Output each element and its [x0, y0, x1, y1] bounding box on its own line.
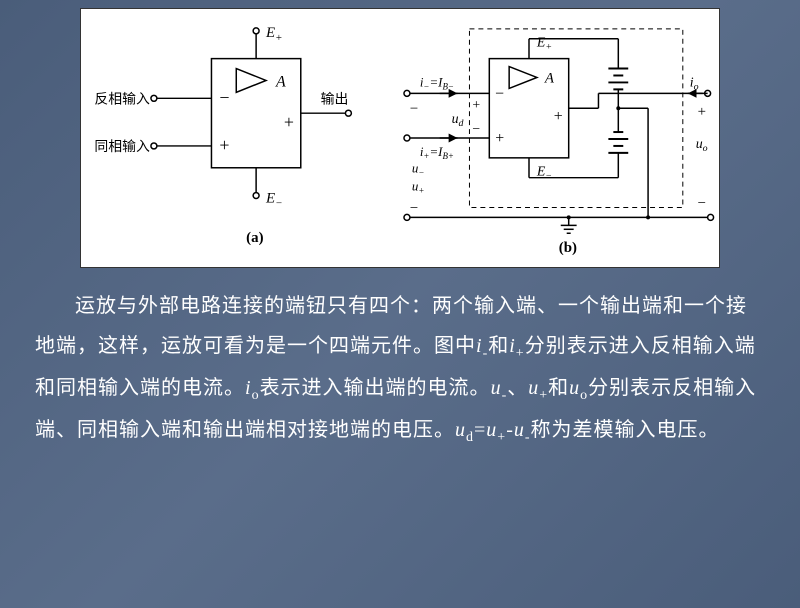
- t5b: =: [474, 419, 486, 441]
- svg-text:E−: E−: [536, 165, 552, 182]
- label-a: (a): [246, 230, 263, 246]
- uo1: u: [569, 377, 580, 399]
- t5c: -: [506, 419, 514, 441]
- plus-b: +: [495, 130, 504, 147]
- iplus-eq-b: =I: [429, 145, 443, 159]
- u3: u: [486, 419, 497, 441]
- u1: u: [491, 377, 502, 399]
- io-sub-b: o: [694, 81, 699, 92]
- uo-b: u: [696, 137, 703, 152]
- t4e: 分别表示反相: [588, 377, 714, 399]
- svg-text:i−=IB−: i−=IB−: [420, 75, 454, 91]
- t4a: 电流。: [182, 377, 245, 399]
- eplus-b: E: [536, 36, 546, 51]
- diagram-b: A − + + E+ E−: [404, 29, 714, 256]
- io1s: o: [252, 388, 260, 403]
- svg-text:u+: u+: [412, 180, 424, 196]
- label-b: (b): [559, 240, 577, 256]
- t6a: 称为差模输入电压。: [531, 419, 720, 441]
- svg-text:uo: uo: [696, 137, 708, 154]
- uo1s: o: [580, 388, 588, 403]
- t1: 运放与外部电路连接的端钮只有四个：两个输入端、: [75, 295, 558, 317]
- svg-text:u−: u−: [412, 162, 424, 178]
- iminus-eqsub-b: B−: [442, 81, 453, 91]
- u2s: +: [539, 388, 548, 403]
- output-label: 输出: [321, 91, 349, 107]
- circuit-diagram: A − + + E+ E− 反相输入 同相输入 输出 (a) A: [81, 9, 719, 267]
- svg-text:E+: E+: [265, 25, 282, 44]
- uminus-sub-b: −: [418, 168, 424, 178]
- plus-ud: +: [472, 98, 480, 113]
- eminus-sub-b: −: [545, 171, 552, 182]
- ud1s: d: [466, 430, 474, 445]
- iminus-eq-b: =I: [429, 75, 443, 89]
- ud1: u: [455, 419, 466, 441]
- plus-out-a: +: [284, 112, 294, 132]
- amp-label-b: A: [544, 70, 555, 86]
- minus-a: −: [219, 87, 229, 107]
- t3a: 元件。图中: [371, 335, 476, 357]
- eminus-a: E: [265, 191, 275, 207]
- ud-sub-b: d: [459, 118, 464, 129]
- minus-u1: −: [410, 101, 418, 117]
- eplus-a: E: [265, 25, 275, 41]
- t4d: 和: [548, 377, 569, 399]
- body-text: 运放与外部电路连接的端钮只有四个：两个输入端、一个输出端和一个接地端，这样，运放…: [0, 268, 800, 452]
- minus-b: −: [495, 85, 504, 102]
- uo-sub-b: o: [703, 143, 708, 154]
- diagram-a: A − + + E+ E− 反相输入 同相输入 输出 (a): [94, 25, 351, 246]
- svg-text:ud: ud: [452, 112, 464, 129]
- u4: u: [514, 419, 525, 441]
- eplus-sub-a: +: [275, 32, 282, 44]
- amp-label-a: A: [275, 73, 286, 90]
- noninv-label: 同相输入: [94, 139, 150, 155]
- u3s: +: [497, 430, 506, 445]
- svg-text:i+=IB+: i+=IB+: [420, 145, 454, 161]
- uplus-sub-b: +: [418, 186, 424, 196]
- t4c: 、: [507, 377, 528, 399]
- iplus-eqsub-b: B+: [442, 151, 453, 161]
- plus-out-b: +: [554, 108, 563, 125]
- eplus-sub-b: +: [545, 42, 552, 53]
- u2: u: [528, 377, 539, 399]
- diagram-container: A − + + E+ E− 反相输入 同相输入 输出 (a) A: [80, 8, 720, 268]
- minus-uo: −: [698, 195, 706, 211]
- ud-b: u: [452, 112, 459, 127]
- eminus-sub-a: −: [275, 197, 282, 209]
- minus-u2: −: [410, 200, 418, 216]
- plus-uo: +: [698, 104, 706, 120]
- svg-text:E−: E−: [265, 191, 282, 210]
- t4b: 表示进入输出端的电流。: [260, 377, 491, 399]
- i2s: +: [516, 346, 525, 361]
- minus-ud: −: [472, 122, 480, 137]
- inv-label: 反相输入: [94, 91, 150, 107]
- plus-a: +: [219, 135, 229, 155]
- t3b: 和: [488, 335, 509, 357]
- svg-text:io: io: [690, 75, 699, 92]
